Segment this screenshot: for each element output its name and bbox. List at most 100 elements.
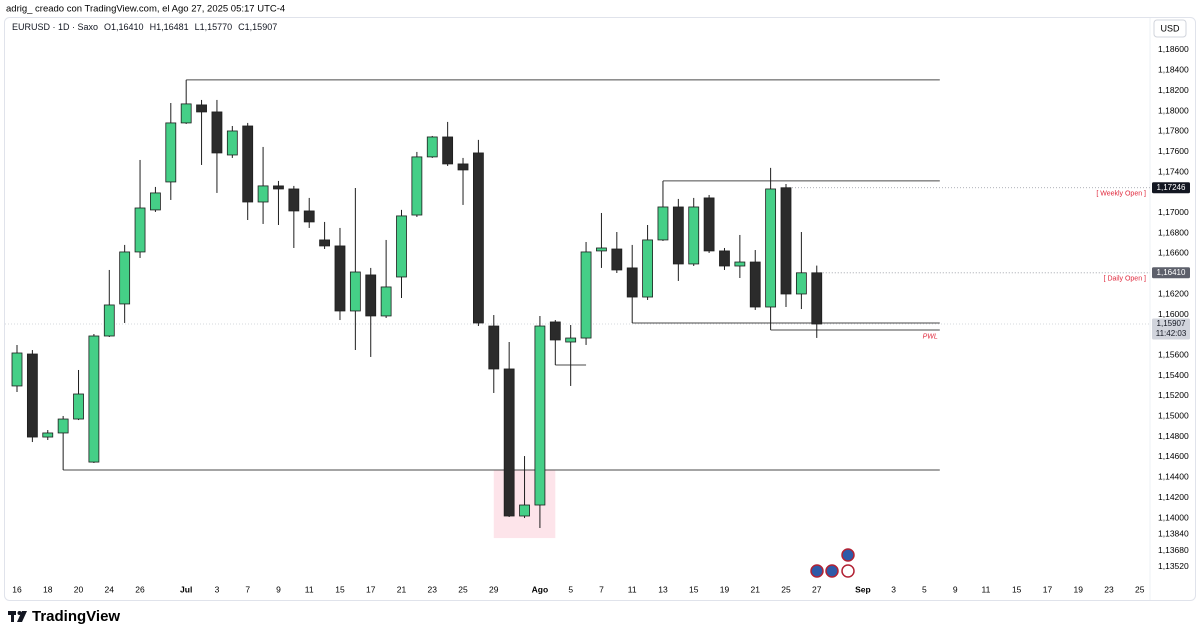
currency-box[interactable]: [1153, 19, 1187, 38]
candle-body: [242, 125, 254, 203]
x-tick-label: 5: [922, 584, 927, 594]
candle-body: [211, 111, 223, 154]
candle-body: [534, 325, 546, 506]
x-tick-label: 24: [105, 584, 115, 594]
y-tick-label: 1,14800: [1158, 431, 1189, 441]
x-tick-label: 17: [1043, 584, 1053, 594]
x-tick-label: 9: [276, 584, 281, 594]
candle-body: [349, 271, 361, 312]
x-tick-label: 9: [953, 584, 958, 594]
candle-body: [642, 239, 653, 298]
price-box-label: 1,16410: [1157, 268, 1186, 277]
candle-body: [442, 136, 454, 165]
candle-body: [488, 325, 500, 370]
candle-body: [672, 206, 684, 265]
x-tick-label: Sep: [855, 584, 871, 594]
x-tick-label: 23: [1104, 584, 1114, 594]
currency: USD: [1160, 23, 1180, 33]
x-tick-label: 19: [720, 584, 730, 594]
candle-body: [457, 163, 469, 171]
candle-body: [26, 353, 38, 438]
x-tick-label: 17: [366, 584, 376, 594]
symbol: EURUSD · 1D · Saxo: [12, 22, 99, 32]
x-tick-label: 15: [1012, 584, 1022, 594]
candle-body: [411, 156, 423, 216]
x-tick-label: 25: [458, 584, 468, 594]
caption: adrig_ creado con TradingView.com, el Ag…: [6, 4, 285, 15]
x-tick-label: 23: [428, 584, 438, 594]
y-tick-label: 1,13520: [1158, 561, 1189, 571]
y-tick-label: 1,15200: [1158, 390, 1189, 400]
candle-body: [472, 152, 484, 324]
candle-body: [396, 215, 407, 278]
price-box: [1152, 267, 1190, 279]
brand: TradingView: [32, 608, 120, 625]
y-tick-label: 1,18200: [1158, 85, 1189, 95]
ohlc-low: L1,15770: [194, 22, 233, 32]
candle-body: [519, 504, 530, 517]
y-tick-label: 1,16600: [1158, 248, 1189, 258]
x-tick-label: 7: [599, 584, 604, 594]
candle-body: [503, 368, 515, 517]
countdown: 11:42:03: [1156, 329, 1187, 338]
y-tick-label: 1,18600: [1158, 44, 1189, 54]
y-tick-label: 1,15400: [1158, 370, 1189, 380]
candle-body: [57, 418, 69, 434]
candle-body: [703, 197, 715, 252]
candle-body: [749, 261, 761, 308]
y-tick-label: 1,17600: [1158, 146, 1189, 156]
ohlc-close: C1,15907: [238, 22, 278, 32]
candle-body: [103, 304, 115, 337]
candle-body: [88, 335, 100, 463]
candle-body: [611, 248, 623, 271]
candle-body: [303, 210, 315, 223]
ohlc-high: H1,16481: [149, 22, 189, 32]
x-tick-label: 11: [305, 584, 314, 594]
y-tick-label: 1,13840: [1158, 529, 1189, 539]
candle-body: [780, 187, 792, 295]
x-tick-label: 3: [215, 584, 220, 594]
x-tick-label: 21: [751, 584, 761, 594]
candle-body: [580, 251, 592, 339]
candle-body: [765, 188, 777, 308]
x-tick-label: 16: [12, 584, 22, 594]
x-tick-label: 29: [489, 584, 499, 594]
candle-body: [119, 251, 131, 305]
x-tick-label: 3: [891, 584, 896, 594]
candle-body: [42, 432, 54, 438]
x-tick-label: 18: [43, 584, 53, 594]
header: EURUSD · 1D · Saxo O1,16410 H1,16481 L1,…: [12, 22, 277, 32]
y-tick-label: 1,18000: [1158, 105, 1189, 115]
ohlc-open: O1,16410: [104, 22, 144, 32]
candle-body: [719, 250, 730, 267]
y-tick-label: 1,15600: [1158, 349, 1189, 359]
x-tick-label: Jul: [180, 584, 192, 594]
y-tick-label: 1,14000: [1158, 512, 1189, 522]
price-box-label: 1,17246: [1157, 183, 1186, 192]
y-tick-label: 1,17000: [1158, 207, 1189, 217]
candle-body: [657, 206, 669, 241]
candle-body: [288, 188, 300, 212]
x-tick-label: 11: [982, 584, 991, 594]
x-tick-label: 11: [628, 584, 637, 594]
x-tick-label: 20: [74, 584, 84, 594]
candle-body: [811, 272, 823, 325]
candle-body: [134, 207, 146, 253]
price-box: [1152, 182, 1190, 194]
candle-body: [273, 185, 284, 190]
candle-body: [150, 192, 161, 211]
candle-body: [565, 337, 577, 343]
y-tick-label: 1,16200: [1158, 288, 1189, 298]
x-tick-label: 27: [812, 584, 822, 594]
candle-body: [734, 261, 746, 267]
candle-body: [196, 104, 207, 113]
x-tick-label: 5: [568, 584, 573, 594]
x-tick-label: 25: [781, 584, 791, 594]
price-box: [1152, 318, 1190, 340]
event-icons[interactable]: [810, 548, 855, 578]
y-tick-label: 1,14200: [1158, 492, 1189, 502]
candle-body: [365, 274, 377, 317]
y-tick-label: 1,14400: [1158, 472, 1189, 482]
